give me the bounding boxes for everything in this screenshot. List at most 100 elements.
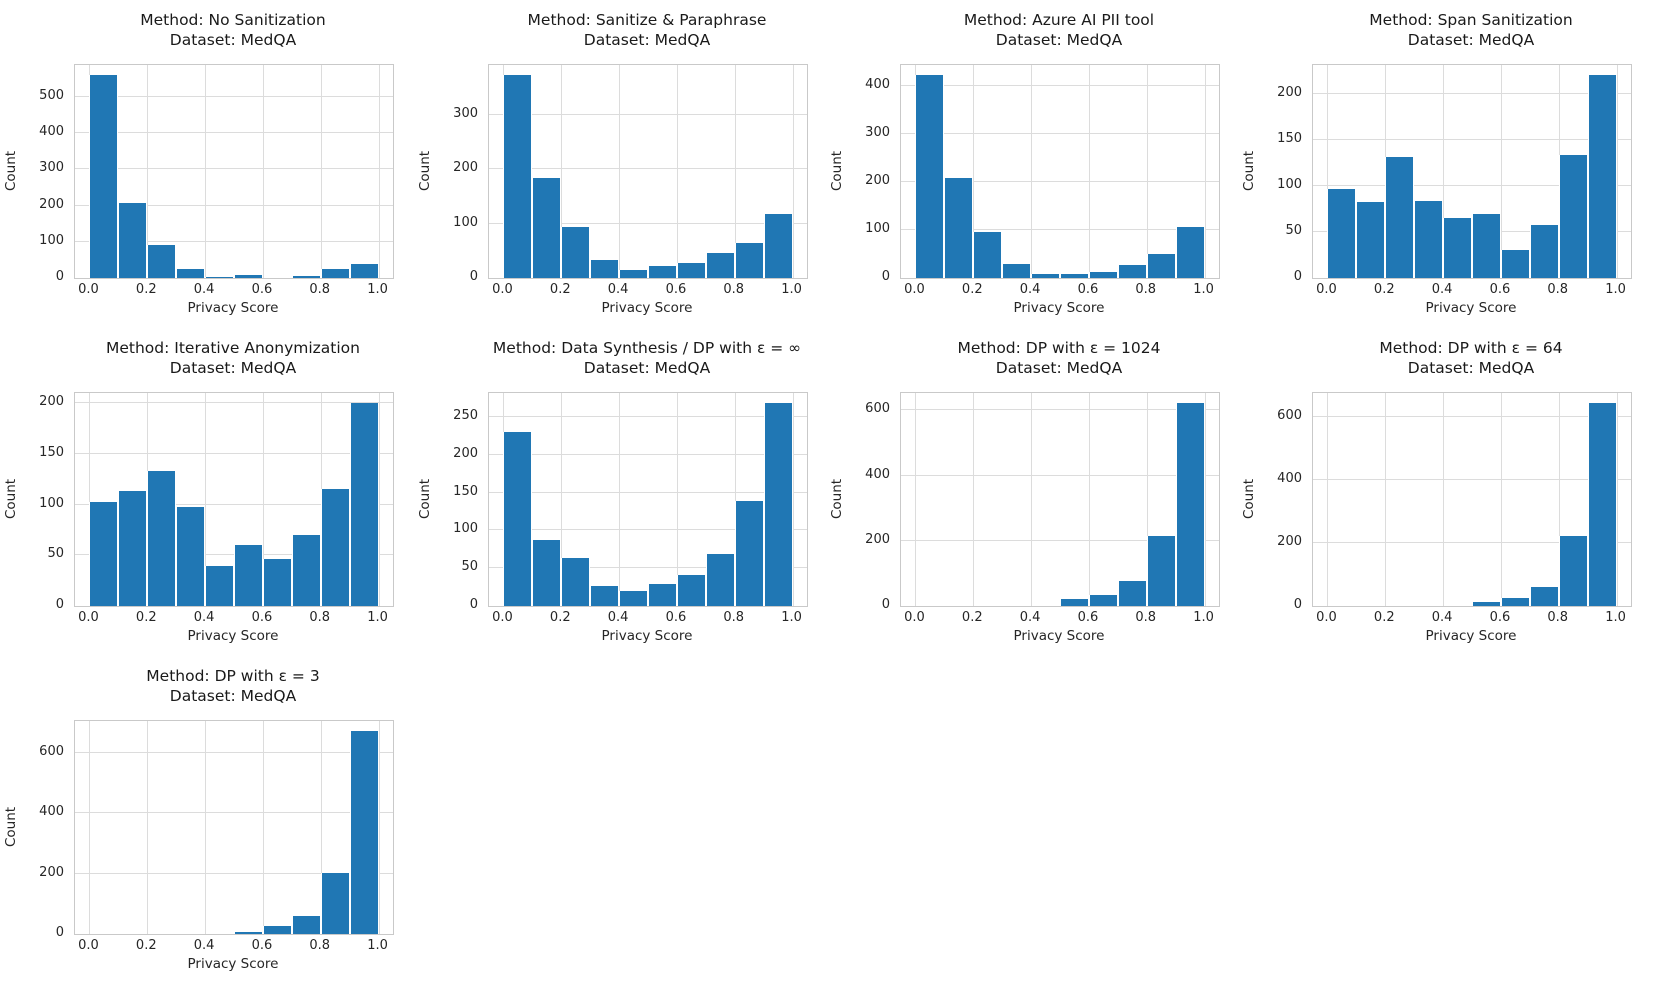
- gridline-horizontal: [489, 168, 807, 170]
- x-tick-label: 0.6: [1077, 282, 1099, 297]
- histogram-bar: [561, 227, 591, 278]
- chart-subtitle-line: Dataset: MedQA: [169, 31, 297, 50]
- histogram-bar: [349, 731, 379, 934]
- y-tick-label: 100: [39, 495, 64, 511]
- histogram-bar: [1117, 265, 1147, 278]
- histogram-bar: [648, 266, 677, 278]
- gridline-vertical: [147, 721, 149, 934]
- y-tick-label: 200: [453, 160, 478, 176]
- y-tick-label: 200: [1277, 533, 1302, 549]
- y-tick-label: 200: [1277, 85, 1302, 101]
- histogram-bar: [1327, 189, 1357, 278]
- gridline-vertical: [262, 65, 264, 278]
- subplot-sanitize-paraphrase: Method: Sanitize & Paraphrase Dataset: Me…: [414, 0, 808, 341]
- x-tick-label: 0.2: [961, 282, 983, 297]
- x-tick-label: 0.0: [904, 610, 925, 625]
- histogram-bar: [1472, 214, 1501, 278]
- x-tick-label: 0.6: [251, 282, 273, 297]
- gridline-horizontal: [1313, 139, 1631, 141]
- gridline-horizontal: [489, 529, 807, 531]
- x-tick-label: 0.4: [1019, 282, 1041, 297]
- subplot-span-sanitization: Method: Span Sanitization Dataset: MedQA C…: [1238, 0, 1632, 341]
- y-tick-label: 400: [1277, 470, 1302, 486]
- y-tick-label: 0: [55, 925, 64, 940]
- histogram-bar: [205, 566, 234, 606]
- y-axis-ticks: 0 100 200 300 400 500: [0, 64, 64, 283]
- gridline-vertical: [1327, 393, 1329, 606]
- chart-subtitle-line: Dataset: MedQA: [995, 31, 1123, 50]
- histogram-bar: [234, 932, 263, 934]
- x-axis-label: Privacy Score: [1013, 628, 1105, 644]
- gridline-horizontal: [75, 751, 393, 753]
- histogram-bar: [915, 75, 945, 278]
- x-axis-ticks: 0.0 0.2 0.4 0.6 0.8 1.0: [74, 938, 392, 955]
- chart-title-line: Method: DP with ε = 3: [146, 667, 320, 685]
- x-tick-label: 1.0: [781, 282, 802, 297]
- histogram-bar: [1117, 581, 1147, 606]
- gridline-horizontal: [489, 491, 807, 493]
- gridline-vertical: [792, 65, 794, 278]
- x-tick-label: 0.8: [309, 938, 331, 953]
- histogram-bar: [234, 545, 263, 606]
- gridline-horizontal: [901, 84, 1219, 86]
- gridline-vertical: [734, 393, 736, 606]
- y-axis-ticks: 0 200 400 600: [1238, 392, 1302, 611]
- y-tick-label: 100: [1277, 177, 1302, 193]
- gridline-horizontal: [75, 402, 393, 404]
- y-axis-ticks: 0 200 400 600: [0, 720, 64, 939]
- x-axis-ticks: 0.0 0.2 0.4 0.6 0.8 1.0: [1312, 282, 1630, 299]
- x-axis-label: Privacy Score: [601, 628, 693, 644]
- gridline-vertical: [1616, 65, 1618, 278]
- x-tick-label: 0.0: [1316, 282, 1337, 297]
- histogram-bar: [291, 276, 321, 278]
- chart-title-line: Method: Azure AI PII tool: [963, 11, 1155, 29]
- y-tick-label: 600: [865, 401, 890, 417]
- x-tick-label: 0.2: [549, 282, 571, 297]
- histogram-bar: [1558, 536, 1588, 606]
- gridline-vertical: [1385, 393, 1387, 606]
- gridline-vertical: [676, 393, 678, 606]
- x-axis-ticks: 0.0 0.2 0.4 0.6 0.8 1.0: [900, 610, 1218, 627]
- histogram-bar: [973, 232, 1003, 278]
- chart-title-line: Method: Span Sanitization: [1369, 11, 1573, 29]
- chart-title-line: Method: Sanitize & Paraphrase: [527, 11, 767, 29]
- gridline-vertical: [1146, 65, 1148, 278]
- histogram-bar: [1146, 536, 1176, 606]
- x-tick-label: 0.8: [1547, 610, 1569, 625]
- y-axis-ticks: 0 50 100 150 200: [1238, 64, 1302, 284]
- x-tick-label: 0.0: [492, 282, 513, 297]
- histogram-bar: [1356, 202, 1386, 278]
- x-axis-label: Privacy Score: [1425, 300, 1517, 316]
- histogram-bar: [532, 178, 562, 278]
- subplot-iterative-anonymization: Method: Iterative Anonymization Dataset: …: [0, 328, 394, 669]
- histogram-bar: [1060, 274, 1089, 278]
- x-tick-label: 0.8: [1547, 282, 1569, 297]
- gridline-vertical: [619, 65, 621, 278]
- gridline-vertical: [320, 65, 322, 278]
- y-tick-label: 300: [865, 124, 890, 140]
- x-axis-ticks: 0.0 0.2 0.4 0.6 0.8 1.0: [488, 610, 806, 627]
- y-tick-label: 100: [865, 220, 890, 236]
- histogram-bar: [320, 873, 350, 934]
- gridline-horizontal: [75, 503, 393, 505]
- gridline-horizontal: [1313, 541, 1631, 543]
- x-tick-label: 1.0: [1193, 610, 1214, 625]
- gridline-vertical: [1500, 393, 1502, 606]
- y-tick-label: 100: [453, 214, 478, 230]
- chart-subtitle-line: Dataset: MedQA: [1407, 31, 1535, 50]
- histogram-bar: [561, 558, 591, 606]
- histogram-bar: [349, 403, 379, 606]
- x-tick-label: 1.0: [367, 282, 388, 297]
- x-tick-label: 0.6: [665, 282, 687, 297]
- x-axis-ticks: 0.0 0.2 0.4 0.6 0.8 1.0: [1312, 610, 1630, 627]
- histogram-bar: [1587, 403, 1617, 606]
- x-tick-label: 0.4: [193, 938, 215, 953]
- chart-title-line: Method: Iterative Anonymization: [106, 339, 360, 357]
- gridline-horizontal: [901, 132, 1219, 134]
- x-axis-ticks: 0.0 0.2 0.4 0.6 0.8 1.0: [488, 282, 806, 299]
- gridline-horizontal: [901, 409, 1219, 411]
- y-tick-label: 600: [1277, 407, 1302, 423]
- subplot-no-sanitization: Method: No Sanitization Dataset: MedQA Cou…: [0, 0, 394, 341]
- chart-title: Method: Span Sanitization Dataset: MedQA: [1312, 10, 1630, 51]
